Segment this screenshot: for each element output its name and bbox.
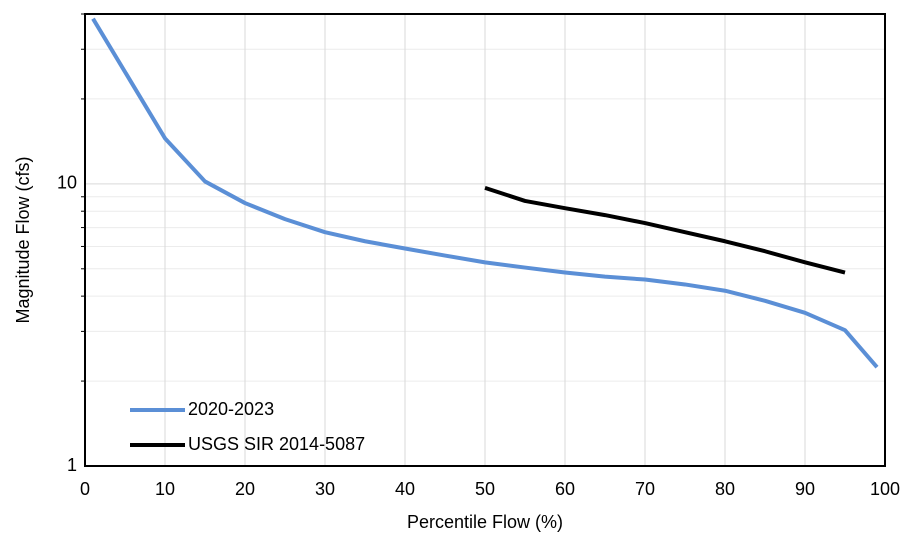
y-axis-label: Magnitude Flow (cfs)	[13, 156, 33, 323]
y-tick-label: 10	[57, 173, 77, 193]
legend-label: 2020-2023	[188, 399, 274, 419]
y-tick-label: 1	[67, 455, 77, 475]
x-tick-label: 70	[635, 479, 655, 499]
x-axis-label: Percentile Flow (%)	[407, 512, 563, 532]
series-line	[91, 17, 879, 369]
x-tick-label: 10	[155, 479, 175, 499]
legend-label: USGS SIR 2014-5087	[188, 434, 365, 454]
x-tick-label: 100	[870, 479, 900, 499]
plot-border	[84, 13, 886, 467]
x-tick-label: 90	[795, 479, 815, 499]
x-tick-label: 80	[715, 479, 735, 499]
x-tick-label: 40	[395, 479, 415, 499]
x-tick-label: 60	[555, 479, 575, 499]
series-line	[484, 185, 846, 275]
x-tick-label: 30	[315, 479, 335, 499]
x-tick-label: 50	[475, 479, 495, 499]
x-tick-label: 0	[80, 479, 90, 499]
x-tick-label: 20	[235, 479, 255, 499]
